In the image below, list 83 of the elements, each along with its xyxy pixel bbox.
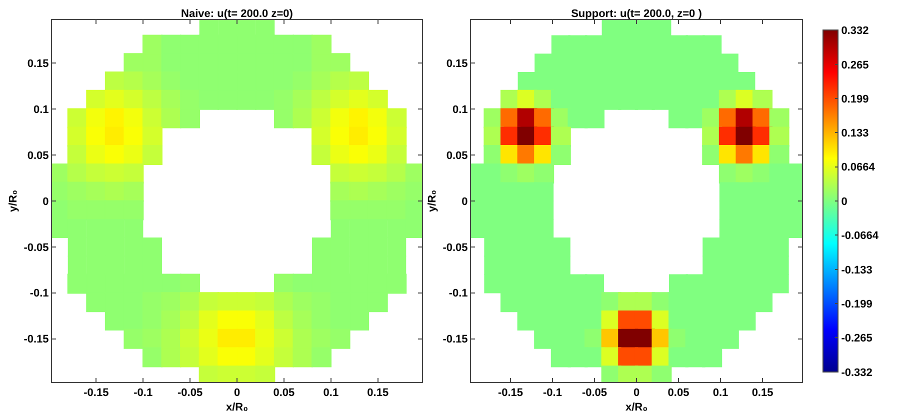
y-tick-label: 0.1	[452, 104, 468, 116]
x-tick-label: 0.1	[712, 387, 728, 400]
y-tick-label: -0.05	[442, 242, 468, 254]
y-tick-label: 0.05	[27, 150, 49, 162]
y-tick-label: 0	[462, 196, 468, 208]
point	[86, 292, 106, 312]
point	[68, 237, 87, 256]
color-bar-label: 0	[841, 196, 848, 208]
color-bar-label: -0.332	[841, 366, 872, 379]
color-bar-label: 0.265	[841, 59, 869, 72]
x-tick-label: -0.15	[84, 387, 109, 400]
point	[142, 256, 162, 275]
x-tick-label: 0	[234, 387, 240, 400]
y-axis-title: y/R₀	[426, 190, 438, 212]
color-bar-label: 0.332	[841, 24, 869, 37]
color-bar-label: 0.133	[841, 127, 869, 140]
x-tick-label: 0.15	[367, 387, 389, 400]
point	[330, 219, 350, 238]
point	[736, 72, 756, 92]
point	[534, 200, 554, 220]
point	[124, 182, 144, 202]
point	[534, 182, 554, 202]
point	[349, 72, 370, 92]
color-bar-label: -0.133	[841, 264, 872, 276]
point	[312, 237, 332, 256]
y-tick-label: 0.05	[446, 150, 468, 162]
chart-title: Support: u(t= 200.0, z=0 )	[571, 8, 702, 20]
x-tick-label: -0.05	[582, 387, 608, 400]
point	[584, 274, 604, 294]
point	[67, 274, 88, 294]
point	[124, 237, 144, 256]
x-tick-label: 0.05	[273, 387, 295, 400]
point	[349, 310, 370, 330]
point	[124, 163, 144, 184]
point	[550, 126, 571, 147]
chart-title: Naive: u(t= 200.0 z=0)	[181, 8, 294, 20]
point	[387, 237, 406, 256]
x-tick-label: 0.15	[752, 387, 774, 400]
point	[124, 200, 144, 220]
point	[368, 292, 388, 312]
point	[104, 310, 125, 330]
x-tick-label: -0.15	[498, 387, 524, 400]
color-bar-label: 0.199	[841, 93, 869, 106]
point	[534, 219, 554, 238]
point	[534, 163, 554, 184]
y-tick-label: 0.1	[34, 104, 49, 116]
point	[769, 126, 790, 147]
point	[387, 256, 406, 275]
point	[702, 35, 722, 54]
point	[386, 200, 407, 220]
point	[330, 237, 350, 256]
point	[769, 108, 790, 128]
color-bar-label: -0.265	[841, 332, 872, 344]
color-bar-label: 0.0664	[841, 162, 876, 174]
point	[387, 219, 406, 238]
y-tick-label: -0.1	[448, 288, 468, 300]
x-tick-label: -0.1	[543, 387, 562, 400]
x-axis-title: x/R₀	[226, 401, 248, 414]
point	[349, 200, 370, 220]
point	[312, 256, 332, 275]
point	[86, 200, 106, 220]
point	[68, 256, 87, 275]
y-tick-label: 0	[42, 196, 49, 208]
color-bar-label: -0.199	[841, 298, 872, 310]
y-tick-label: -0.05	[24, 242, 49, 254]
point	[124, 219, 144, 238]
x-tick-label: 0.1	[323, 387, 339, 400]
point	[702, 347, 722, 368]
point	[142, 237, 162, 256]
x-tick-label: 0.05	[668, 387, 690, 400]
y-tick-label: -0.1	[30, 288, 49, 300]
x-tick-label: 0	[633, 387, 640, 400]
y-tick-label: 0.15	[27, 58, 49, 70]
y-axis-title: y/R₀	[7, 190, 20, 212]
point	[386, 274, 407, 294]
y-tick-label: -0.15	[24, 334, 49, 346]
y-tick-label: 0.15	[446, 58, 468, 70]
x-axis-title: x/R₀	[625, 401, 648, 414]
y-tick-label: -0.15	[442, 334, 468, 346]
color-bar-label: -0.0664	[841, 230, 880, 242]
x-tick-label: -0.1	[134, 387, 153, 400]
x-tick-label: -0.05	[178, 387, 203, 400]
point	[68, 219, 87, 238]
